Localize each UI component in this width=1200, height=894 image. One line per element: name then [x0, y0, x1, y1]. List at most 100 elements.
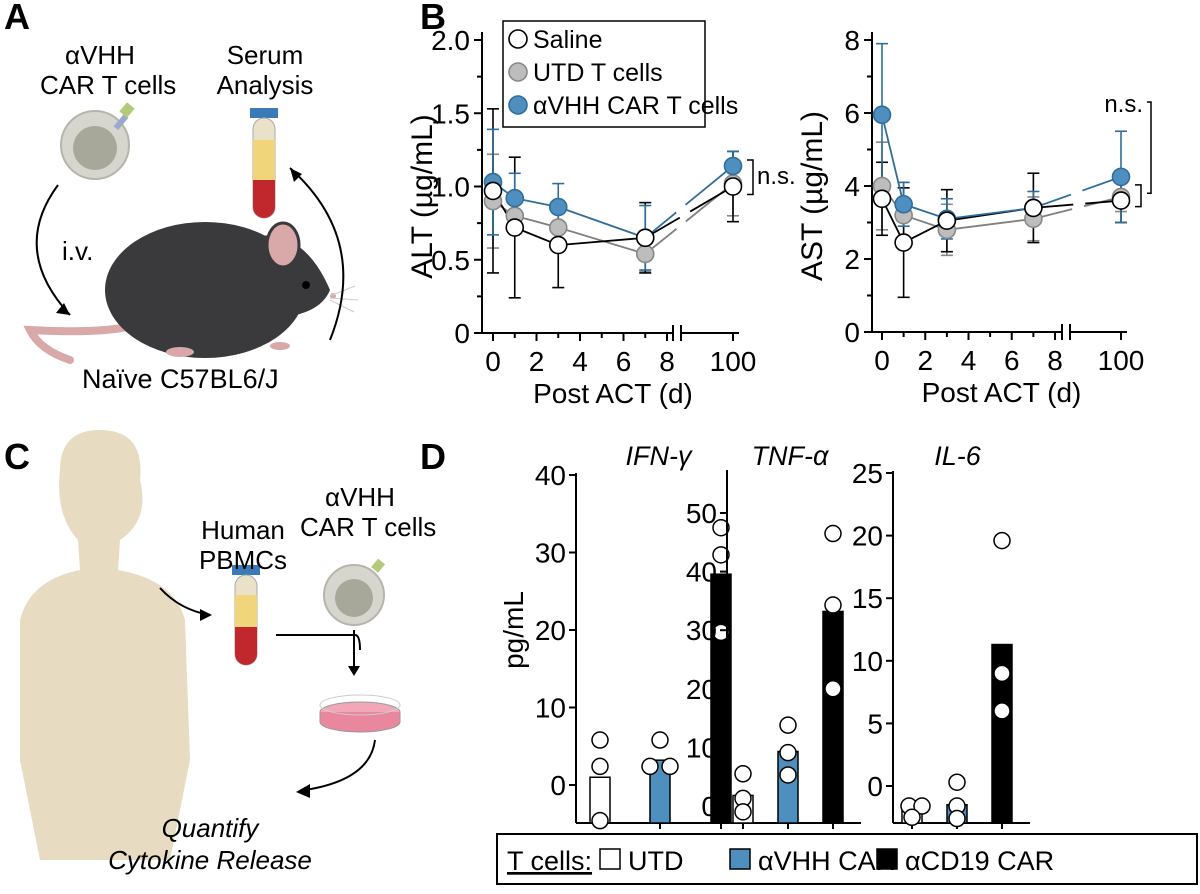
- panel-label-c: C: [4, 436, 30, 477]
- data-point-saline: [1111, 191, 1131, 210]
- y-axis-label: ALT (µg/mL): [406, 114, 439, 279]
- significance-bracket: [747, 159, 754, 196]
- y-tick-label: 2.0: [431, 25, 470, 56]
- y-axis-label: pg/mL: [498, 591, 529, 669]
- data-point: [903, 808, 921, 827]
- blood-tube-icon: [232, 565, 260, 666]
- x-tick-label: 100: [710, 346, 757, 377]
- legend-swatch: [729, 848, 751, 870]
- data-point: [824, 680, 842, 698]
- series-line-break: [1033, 196, 1122, 220]
- chart-title: TNF-α: [752, 441, 830, 471]
- x-tick-label: 0: [874, 345, 890, 376]
- label-car-t-cells: αVHH CAR T cells: [40, 40, 177, 100]
- legend-title: T cells:: [507, 846, 592, 876]
- y-tick-label: 1.5: [431, 98, 470, 129]
- y-tick-label: 10: [686, 732, 717, 763]
- arrows-panel-c: [276, 630, 376, 791]
- chart-title: IL-6: [934, 441, 982, 471]
- label-line: αVHH: [325, 482, 395, 512]
- y-tick-label: 20: [535, 615, 566, 646]
- label-car-t-cells-c: αVHH CAR T cells: [300, 482, 436, 542]
- legend-label: αCD19 CAR: [905, 846, 1054, 876]
- legend-label: UTD T cells: [533, 59, 663, 87]
- series-line-break: [644, 185, 734, 239]
- y-tick-label: 15: [852, 583, 883, 614]
- label-serum-analysis: Serum Analysis: [210, 40, 320, 100]
- arrowhead-icon: [290, 168, 302, 182]
- data-point: [993, 702, 1011, 720]
- ns-annotation: n.s.: [1104, 91, 1143, 118]
- x-tick-label: 8: [659, 346, 675, 377]
- data-point: [591, 757, 609, 776]
- data-point: [712, 546, 730, 564]
- x-axis-label: Post ACT (d): [922, 377, 1082, 408]
- data-point: [734, 765, 752, 783]
- series-line: [492, 190, 646, 247]
- data-point: [661, 757, 679, 776]
- legend-swatch: [876, 848, 898, 870]
- data-point-car: [505, 188, 525, 208]
- label-line: CAR T cells: [40, 70, 177, 100]
- y-tick-label: 50: [686, 498, 717, 529]
- data-point-saline: [635, 228, 655, 248]
- significance-bracket: [1135, 184, 1142, 208]
- arrows-panel-a: [35, 167, 345, 341]
- bar-vhh-car: [777, 750, 799, 824]
- data-point-saline: [1024, 198, 1043, 218]
- arrow-serum: [289, 167, 345, 341]
- data-point-saline: [483, 181, 503, 201]
- y-tick-label: 8: [844, 25, 860, 56]
- data-point-saline: [872, 189, 892, 209]
- label-line: Analysis: [216, 70, 314, 100]
- petri-dish-icon: [319, 694, 401, 733]
- y-tick-label: 2: [844, 244, 860, 275]
- arrowhead-icon: [200, 609, 212, 621]
- x-tick-label: 4: [961, 345, 977, 376]
- y-tick-label: 0: [867, 771, 883, 802]
- x-tick-label: 6: [616, 346, 632, 377]
- y-tick-label: 0: [844, 317, 860, 348]
- data-point-car: [872, 105, 892, 125]
- y-tick-label: 0.5: [431, 245, 470, 276]
- arrowhead-icon: [56, 303, 70, 315]
- x-axis-label: Post ACT (d): [533, 378, 693, 409]
- x-tick-label: 6: [1004, 345, 1020, 376]
- data-point-saline: [548, 235, 568, 255]
- legend-swatch: [599, 848, 621, 870]
- data-point-utd: [635, 244, 655, 264]
- legend-label: Saline: [533, 26, 603, 54]
- data-point-utd: [548, 218, 568, 237]
- y-tick-label: 40: [535, 460, 566, 491]
- label-line: PBMCs: [198, 545, 288, 575]
- blood-tube-icon: [250, 108, 278, 219]
- panel-label-b: B: [420, 0, 446, 37]
- label-human-pbmcs: Human PBMCs: [188, 515, 298, 575]
- series-line: [881, 198, 1034, 244]
- x-tick-label: 100: [1098, 345, 1145, 376]
- data-point: [779, 716, 797, 734]
- data-point: [641, 757, 659, 776]
- data-point: [712, 623, 730, 642]
- data-point: [993, 664, 1011, 683]
- ns-annotation: n.s.: [757, 163, 796, 190]
- data-point-car: [894, 194, 913, 214]
- data-point-car: [548, 197, 568, 217]
- legend-marker: [508, 29, 528, 49]
- data-point: [779, 743, 797, 762]
- y-tick-label: 4: [844, 171, 860, 202]
- y-tick-label: 0: [454, 318, 470, 349]
- series-line-break: [1033, 199, 1122, 209]
- chart-title: IFN-γ: [626, 441, 693, 471]
- mouse-illustration: [23, 221, 359, 364]
- series-line: [881, 114, 1034, 220]
- y-tick-label: 40: [686, 557, 717, 588]
- data-point: [651, 731, 669, 749]
- series-line: [492, 181, 646, 239]
- y-tick-label: 30: [686, 615, 717, 646]
- label-line: Serum: [226, 40, 304, 70]
- label-line: Quantify: [161, 813, 259, 843]
- label-line: Cytokine Release: [108, 845, 312, 875]
